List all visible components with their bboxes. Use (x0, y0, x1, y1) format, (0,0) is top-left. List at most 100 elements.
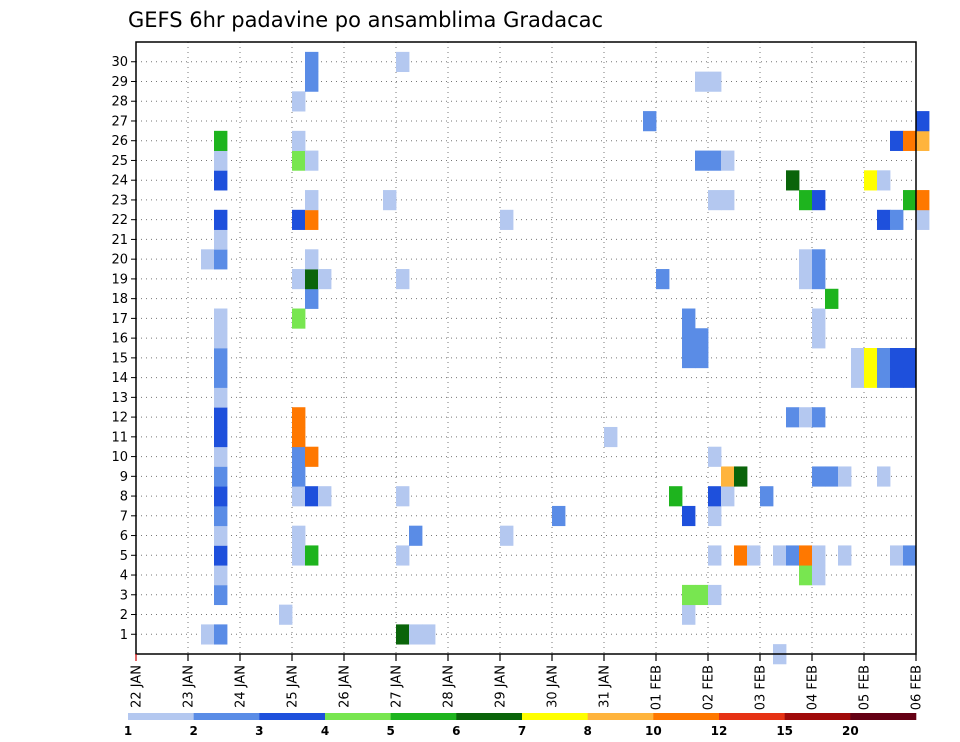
data-cell (396, 51, 410, 73)
data-cell (734, 545, 748, 566)
legend-label: 4 (321, 724, 329, 738)
data-cell (799, 269, 813, 290)
x-tick-label: 31 JAN (598, 665, 613, 708)
data-cell (682, 308, 696, 329)
data-cell (812, 545, 826, 566)
data-cell (825, 466, 839, 487)
data-cell (214, 624, 228, 645)
data-cell (292, 446, 306, 467)
data-cell (305, 209, 319, 230)
x-tick-label: 06 FEB (910, 665, 925, 710)
y-tick-label: 2 (120, 608, 128, 623)
data-cell (773, 545, 787, 566)
data-cell (643, 111, 657, 132)
x-tick-label: 24 JAN (234, 665, 249, 708)
data-cell (669, 486, 683, 507)
legend-swatch (784, 713, 851, 720)
data-cell (708, 584, 722, 606)
grid (136, 42, 916, 654)
x-tick-label: 22 JAN (130, 665, 145, 708)
data-cell (214, 170, 228, 191)
data-cell (292, 269, 306, 290)
data-cell (916, 111, 930, 132)
data-cell (864, 170, 878, 191)
data-cell (214, 565, 228, 586)
legend-label: 12 (711, 724, 728, 738)
data-cell (214, 525, 228, 546)
y-tick-label: 9 (120, 470, 128, 485)
legend-swatch (193, 713, 260, 720)
data-cell (877, 367, 891, 388)
data-cell (214, 446, 228, 467)
data-cell (903, 190, 917, 211)
data-cell (812, 190, 826, 211)
y-tick-label: 22 (111, 213, 128, 228)
y-axis: 1234567891011121314151617181920212223242… (111, 55, 136, 643)
data-cell (214, 249, 228, 270)
data-cell (201, 249, 215, 270)
data-cell (721, 190, 735, 211)
x-tick-label: 30 JAN (546, 665, 561, 708)
legend-swatch (128, 713, 194, 720)
y-tick-label: 19 (111, 272, 128, 287)
data-cell (396, 269, 410, 290)
data-cell (903, 130, 917, 151)
y-tick-label: 25 (111, 154, 128, 169)
data-cell (214, 407, 228, 428)
data-cell (799, 407, 813, 428)
y-tick-label: 16 (111, 332, 128, 347)
data-cell (214, 130, 228, 151)
data-cell (214, 150, 228, 171)
data-cell (812, 269, 826, 290)
data-cell (812, 407, 826, 428)
y-tick-label: 29 (111, 75, 128, 90)
data-cells (201, 51, 930, 665)
data-cell (708, 545, 722, 566)
y-tick-label: 6 (120, 529, 128, 544)
data-cell (890, 545, 904, 566)
data-cell (838, 545, 852, 566)
y-tick-label: 15 (111, 351, 128, 366)
data-cell (552, 505, 566, 527)
legend-label: 8 (583, 724, 591, 738)
data-cell (292, 308, 306, 329)
data-cell (214, 505, 228, 527)
data-cell (708, 505, 722, 527)
data-cell (305, 288, 319, 309)
data-cell (292, 466, 306, 487)
y-tick-label: 30 (111, 55, 128, 70)
data-cell (292, 150, 306, 171)
x-tick-label: 05 FEB (858, 665, 873, 710)
data-cell (292, 486, 306, 507)
data-cell (305, 486, 319, 507)
y-tick-label: 20 (111, 253, 128, 268)
x-tick-label: 04 FEB (806, 665, 821, 710)
data-cell (825, 288, 839, 309)
data-cell (305, 71, 319, 92)
data-cell (877, 209, 891, 230)
legend-label: 20 (842, 724, 859, 738)
data-cell (305, 150, 319, 171)
plot-frame (135, 41, 917, 655)
data-cell (721, 150, 735, 171)
data-cell (708, 71, 722, 92)
x-tick-label: 26 JAN (338, 665, 353, 708)
data-cell (500, 209, 514, 230)
data-cell (708, 190, 722, 211)
y-tick-label: 14 (111, 371, 128, 386)
data-cell (201, 624, 215, 645)
y-tick-label: 3 (120, 588, 128, 603)
data-cell (812, 565, 826, 586)
y-tick-label: 7 (120, 509, 128, 524)
y-tick-label: 10 (111, 450, 128, 465)
x-tick-label: 23 JAN (182, 665, 197, 708)
data-cell (292, 91, 306, 112)
data-cell (708, 150, 722, 171)
data-cell (292, 407, 306, 428)
data-cell (214, 545, 228, 566)
data-cell (305, 249, 319, 270)
chart-title: GEFS 6hr padavine po ansamblima Gradacac (128, 8, 603, 32)
x-tick-label: 02 FEB (702, 665, 717, 710)
legend-swatch (850, 713, 917, 720)
